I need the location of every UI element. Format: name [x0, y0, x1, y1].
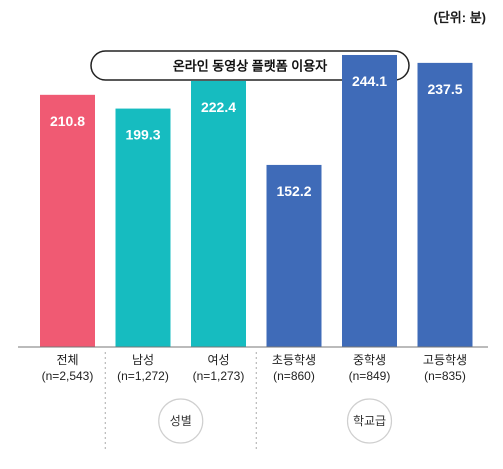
- sample-size-label-1: (n=1,272): [117, 369, 169, 383]
- group-label-0: 성별: [170, 414, 192, 428]
- group-oval-1: [346, 398, 393, 444]
- bar-1: [115, 108, 171, 347]
- bar-4: [342, 54, 397, 348]
- group-oval-0: [158, 398, 204, 444]
- chart-title: 온라인 동영상 플랫폼 이용자: [173, 59, 327, 74]
- bar-value-label-2: 222.4: [201, 99, 236, 115]
- x-axis-labels: 전체 (n=2,543) 남성 (n=1,272) 여성 (n=1,273) 초등학생 (n=…: [42, 353, 467, 383]
- bars: 210.8 199.3 222.4 152.2 244.1 237.5: [40, 54, 473, 348]
- category-label-4: 중학생: [353, 353, 386, 367]
- sample-size-label-5: (n=835): [424, 369, 466, 383]
- group-annotations: 성별 학교급: [104, 352, 393, 452]
- category-label-3: 초등학생: [272, 353, 316, 367]
- category-label-1: 남성: [132, 353, 154, 367]
- bar-value-label-1: 199.3: [125, 127, 160, 143]
- sample-size-label-3: (n=860): [273, 369, 315, 383]
- bar-value-label-3: 152.2: [276, 183, 311, 199]
- sample-size-label-4: (n=849): [349, 369, 391, 383]
- category-label-5: 고등학생: [423, 353, 467, 367]
- sample-size-label-2: (n=1,273): [193, 369, 245, 383]
- title-box: [90, 50, 410, 81]
- sample-size-label-0: (n=2,543): [42, 369, 94, 383]
- bar-value-label-5: 237.5: [427, 81, 462, 97]
- bar-value-label-4: 244.1: [352, 73, 387, 89]
- bar-5: [417, 62, 473, 347]
- bar-0: [40, 94, 95, 347]
- bar-2: [191, 80, 246, 348]
- group-label-1: 학교급: [353, 414, 386, 428]
- category-label-0: 전체: [56, 353, 78, 367]
- unit-note: (단위: 분): [434, 10, 486, 25]
- category-label-2: 여성: [207, 353, 229, 367]
- bar-value-label-0: 210.8: [50, 113, 85, 129]
- bar-3: [266, 164, 322, 347]
